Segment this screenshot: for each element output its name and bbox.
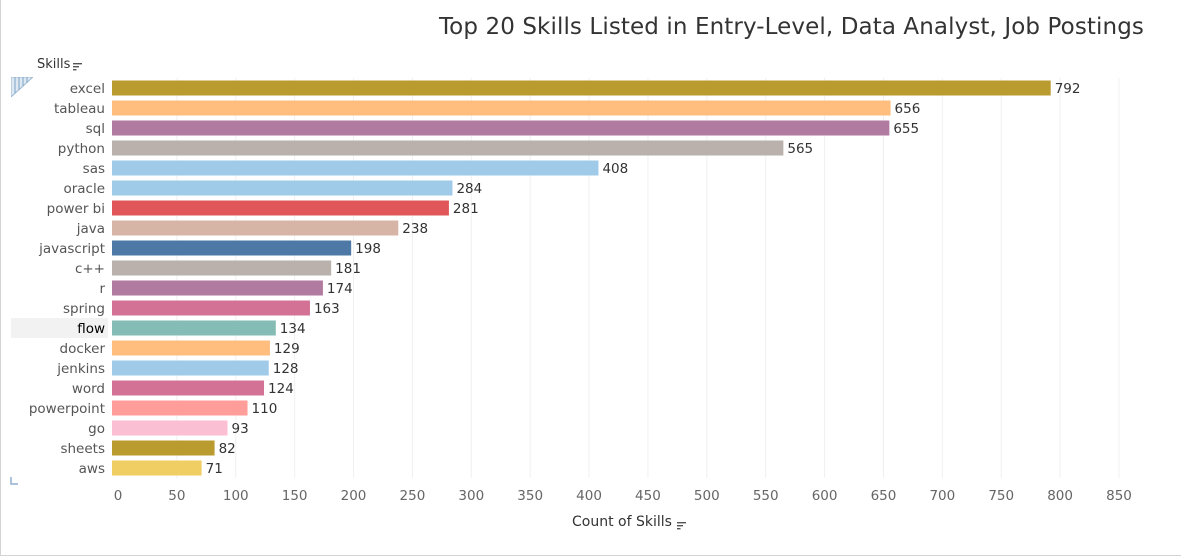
bar[interactable] [112,240,352,256]
category-label[interactable]: aws [79,461,105,477]
category-label[interactable]: go [88,421,105,437]
bar[interactable] [112,440,215,456]
category-label[interactable]: javascript [38,241,105,257]
row-header[interactable]: Skills [37,57,83,72]
category-label[interactable]: tableau [54,101,105,117]
bar[interactable] [112,140,784,156]
value-label: 565 [787,141,813,157]
value-label: 284 [456,181,482,197]
value-label: 93 [232,421,249,437]
bar[interactable] [112,180,453,196]
x-tick-label: 50 [168,488,185,504]
category-label[interactable]: sql [86,121,105,137]
sort-descending-icon[interactable] [676,518,687,529]
category-label[interactable]: c++ [75,261,105,277]
value-label: 124 [268,381,294,397]
category-label[interactable]: flow [77,321,105,337]
value-label: 238 [402,221,428,237]
bottom-corner-mark [10,470,18,489]
value-label: 128 [273,361,299,377]
x-tick-label: 500 [694,488,720,504]
value-label: 792 [1055,81,1081,97]
category-label[interactable]: sas [83,161,105,177]
bar[interactable] [112,100,891,116]
value-label: 281 [453,201,479,217]
category-label[interactable]: power bi [47,201,105,217]
value-label: 408 [602,161,628,177]
value-label: 181 [335,261,361,277]
x-tick-label: 250 [400,488,426,504]
x-tick-label: 550 [753,488,779,504]
category-label[interactable]: jenkins [56,361,105,377]
category-label[interactable]: word [72,381,105,397]
x-tick-label: 100 [223,488,249,504]
x-tick-label: 200 [341,488,367,504]
x-tick-label: 600 [812,488,838,504]
row-highlight [11,318,108,338]
bar[interactable] [112,300,310,316]
hatched-corner-icon[interactable] [10,76,35,101]
value-label: 655 [893,121,919,137]
value-label: 134 [280,321,306,337]
category-label[interactable]: r [99,281,105,297]
bar[interactable] [112,160,599,176]
value-label: 198 [355,241,381,257]
row-header-label: Skills [37,57,71,72]
value-label: 174 [327,281,353,297]
bar[interactable] [112,420,228,436]
category-label[interactable]: java [76,221,105,237]
value-label: 71 [206,461,223,477]
category-label[interactable]: spring [63,301,105,317]
bar[interactable] [112,400,248,416]
category-label[interactable]: oracle [63,181,105,197]
sort-descending-icon[interactable] [73,60,83,71]
value-label: 129 [274,341,300,357]
bar[interactable] [112,280,323,296]
x-axis-title[interactable]: Count of Skills [572,514,687,530]
x-tick-label: 650 [871,488,897,504]
category-label[interactable]: python [58,141,105,157]
x-tick-label: 800 [1047,488,1073,504]
x-axis-label: Count of Skills [572,514,672,530]
x-tick-label: 300 [458,488,484,504]
x-tick-label: 750 [988,488,1014,504]
x-tick-label: 700 [929,488,955,504]
bar[interactable] [112,120,890,136]
x-tick-label: 150 [282,488,308,504]
category-label[interactable]: docker [60,341,106,357]
x-tick-label: 850 [1106,488,1132,504]
bar[interactable] [112,380,265,396]
bar[interactable] [112,460,202,476]
value-label: 82 [219,441,236,457]
chart-title: Top 20 Skills Listed in Entry-Level, Dat… [438,14,1144,40]
bar[interactable] [112,220,399,236]
bar[interactable] [112,260,332,276]
bar[interactable] [112,320,276,336]
category-label[interactable]: excel [70,81,105,97]
bar[interactable] [112,340,270,356]
value-label: 163 [314,301,340,317]
bar[interactable] [112,200,449,216]
value-label: 110 [252,401,278,417]
bar[interactable] [112,80,1051,96]
x-tick-label: 450 [635,488,661,504]
x-tick-label: 0 [114,488,123,504]
x-tick-label: 400 [576,488,602,504]
x-tick-label: 350 [517,488,543,504]
value-label: 656 [895,101,921,117]
category-label[interactable]: powerpoint [29,401,105,417]
category-label[interactable]: sheets [60,441,105,457]
bar[interactable] [112,360,269,376]
